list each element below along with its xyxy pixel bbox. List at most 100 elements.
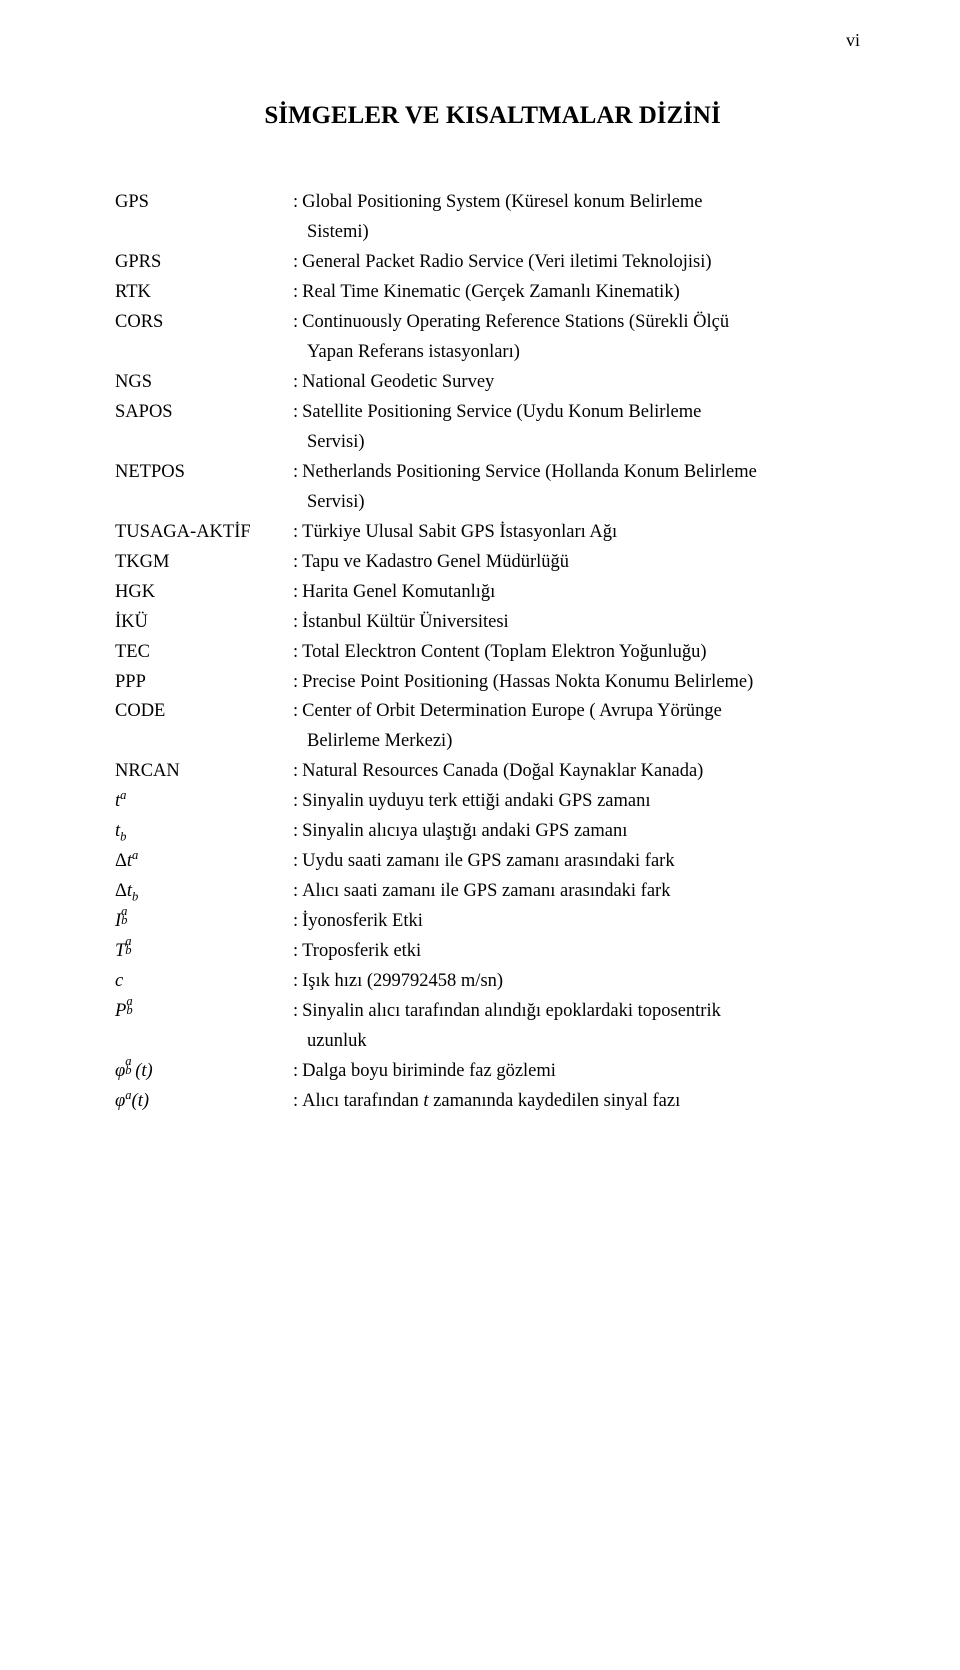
entry-row: Iab:İyonosferik Etki [115, 907, 870, 937]
entry-term: Tab [115, 937, 293, 967]
colon: : [293, 638, 302, 668]
entry-definition: Global Positioning System (Küresel konum… [302, 188, 870, 218]
colon: : [293, 398, 302, 428]
page-number: vi [846, 30, 860, 51]
entry-definition: Netherlands Positioning Service (Holland… [302, 458, 870, 488]
entry-definition: Natural Resources Canada (Doğal Kaynakla… [302, 757, 870, 787]
colon: : [293, 248, 302, 278]
entry-row: CORS:Continuously Operating Reference St… [115, 308, 870, 338]
entry-row: Tab:Troposferik etki [115, 937, 870, 967]
entry-row: NRCAN:Natural Resources Canada (Doğal Ka… [115, 757, 870, 787]
entry-term: NRCAN [115, 757, 293, 787]
entry-row: TKGM:Tapu ve Kadastro Genel Müdürlüğü [115, 548, 870, 578]
colon: : [293, 458, 302, 488]
entry-term: ta [115, 787, 293, 817]
entry-term: CORS [115, 308, 293, 338]
entry-definition: General Packet Radio Service (Veri ileti… [302, 248, 870, 278]
entry-definition-cont: Yapan Referans istasyonları) [115, 338, 870, 368]
entry-definition: Precise Point Positioning (Hassas Nokta … [302, 668, 870, 698]
entry-row: GPRS:General Packet Radio Service (Veri … [115, 248, 870, 278]
entry-definition: National Geodetic Survey [302, 368, 870, 398]
entry-definition: Alıcı saati zamanı ile GPS zamanı arasın… [302, 877, 870, 907]
entry-definition: Uydu saati zamanı ile GPS zamanı arasınd… [302, 847, 870, 877]
colon: : [293, 188, 302, 218]
entry-term: CODE [115, 697, 293, 727]
entry-definition: Türkiye Ulusal Sabit GPS İstasyonları Ağ… [302, 518, 870, 548]
colon: : [293, 278, 302, 308]
entries-list: GPS:Global Positioning System (Küresel k… [115, 188, 870, 1117]
colon: : [293, 308, 302, 338]
entry-definition: Harita Genel Komutanlığı [302, 578, 870, 608]
entry-definition-cont: Sistemi) [115, 218, 870, 248]
colon: : [293, 518, 302, 548]
entry-definition-cont: Belirleme Merkezi) [115, 727, 870, 757]
entry-definition-cont: uzunluk [115, 1027, 870, 1057]
entry-row: SAPOS:Satellite Positioning Service (Uyd… [115, 398, 870, 428]
entry-row: ta:Sinyalin uyduyu terk ettiği andaki GP… [115, 787, 870, 817]
entry-term: NETPOS [115, 458, 293, 488]
entry-term: φa(t) [115, 1087, 293, 1117]
entry-row: RTK:Real Time Kinematic (Gerçek Zamanlı … [115, 278, 870, 308]
entry-row: İKÜ:İstanbul Kültür Üniversitesi [115, 608, 870, 638]
entry-definition: Satellite Positioning Service (Uydu Konu… [302, 398, 870, 428]
entry-row: TUSAGA-AKTİF:Türkiye Ulusal Sabit GPS İs… [115, 518, 870, 548]
entry-definition: Tapu ve Kadastro Genel Müdürlüğü [302, 548, 870, 578]
entry-term: Δta [115, 847, 293, 877]
entry-row: φab(t):Dalga boyu biriminde faz gözlemi [115, 1057, 870, 1087]
entry-row: TEC:Total Elecktron Content (Toplam Elek… [115, 638, 870, 668]
entry-term: φab(t) [115, 1057, 293, 1087]
colon: : [293, 1057, 302, 1087]
entry-term: tb [115, 817, 293, 847]
entry-row: tb:Sinyalin alıcıya ulaştığı andaki GPS … [115, 817, 870, 847]
entry-definition: Alıcı tarafından t zamanında kaydedilen … [302, 1087, 870, 1117]
colon: : [293, 997, 302, 1027]
entry-definition: Total Elecktron Content (Toplam Elektron… [302, 638, 870, 668]
entry-term: SAPOS [115, 398, 293, 428]
colon: : [293, 787, 302, 817]
colon: : [293, 548, 302, 578]
colon: : [293, 907, 302, 937]
entry-definition: Işık hızı (299792458 m/sn) [302, 967, 870, 997]
entry-term: TKGM [115, 548, 293, 578]
entry-definition: Sinyalin alıcıya ulaştığı andaki GPS zam… [302, 817, 870, 847]
entry-definition: Sinyalin alıcı tarafından alındığı epokl… [302, 997, 870, 1027]
entry-term: PPP [115, 668, 293, 698]
entry-term: GPS [115, 188, 293, 218]
entry-row: c:Işık hızı (299792458 m/sn) [115, 967, 870, 997]
colon: : [293, 697, 302, 727]
entry-term: TUSAGA-AKTİF [115, 518, 293, 548]
colon: : [293, 668, 302, 698]
entry-row: PPP:Precise Point Positioning (Hassas No… [115, 668, 870, 698]
entry-term: NGS [115, 368, 293, 398]
entry-definition-cont: Servisi) [115, 428, 870, 458]
entry-row: NGS:National Geodetic Survey [115, 368, 870, 398]
entry-term: RTK [115, 278, 293, 308]
entry-term: Δtb [115, 877, 293, 907]
entry-term: c [115, 967, 293, 997]
entry-term: Pab [115, 997, 293, 1027]
entry-definition: İyonosferik Etki [302, 907, 870, 937]
entry-row: HGK:Harita Genel Komutanlığı [115, 578, 870, 608]
entry-row: CODE:Center of Orbit Determination Europ… [115, 697, 870, 727]
colon: : [293, 817, 302, 847]
entry-row: GPS:Global Positioning System (Küresel k… [115, 188, 870, 218]
colon: : [293, 757, 302, 787]
entry-definition: Dalga boyu biriminde faz gözlemi [302, 1057, 870, 1087]
entry-definition: Troposferik etki [302, 937, 870, 967]
colon: : [293, 1087, 302, 1117]
entry-term: TEC [115, 638, 293, 668]
entry-row: NETPOS:Netherlands Positioning Service (… [115, 458, 870, 488]
entry-term: Iab [115, 907, 293, 937]
colon: : [293, 877, 302, 907]
entry-term: GPRS [115, 248, 293, 278]
entry-definition: Center of Orbit Determination Europe ( A… [302, 697, 870, 727]
entry-row: Δta:Uydu saati zamanı ile GPS zamanı ara… [115, 847, 870, 877]
document-page: vi SİMGELER VE KISALTMALAR DİZİNİ GPS:Gl… [0, 0, 960, 1670]
entry-definition: Real Time Kinematic (Gerçek Zamanlı Kine… [302, 278, 870, 308]
entry-row: Δtb:Alıcı saati zamanı ile GPS zamanı ar… [115, 877, 870, 907]
colon: : [293, 847, 302, 877]
entry-definition: İstanbul Kültür Üniversitesi [302, 608, 870, 638]
entry-definition: Sinyalin uyduyu terk ettiği andaki GPS z… [302, 787, 870, 817]
entry-term: HGK [115, 578, 293, 608]
colon: : [293, 937, 302, 967]
